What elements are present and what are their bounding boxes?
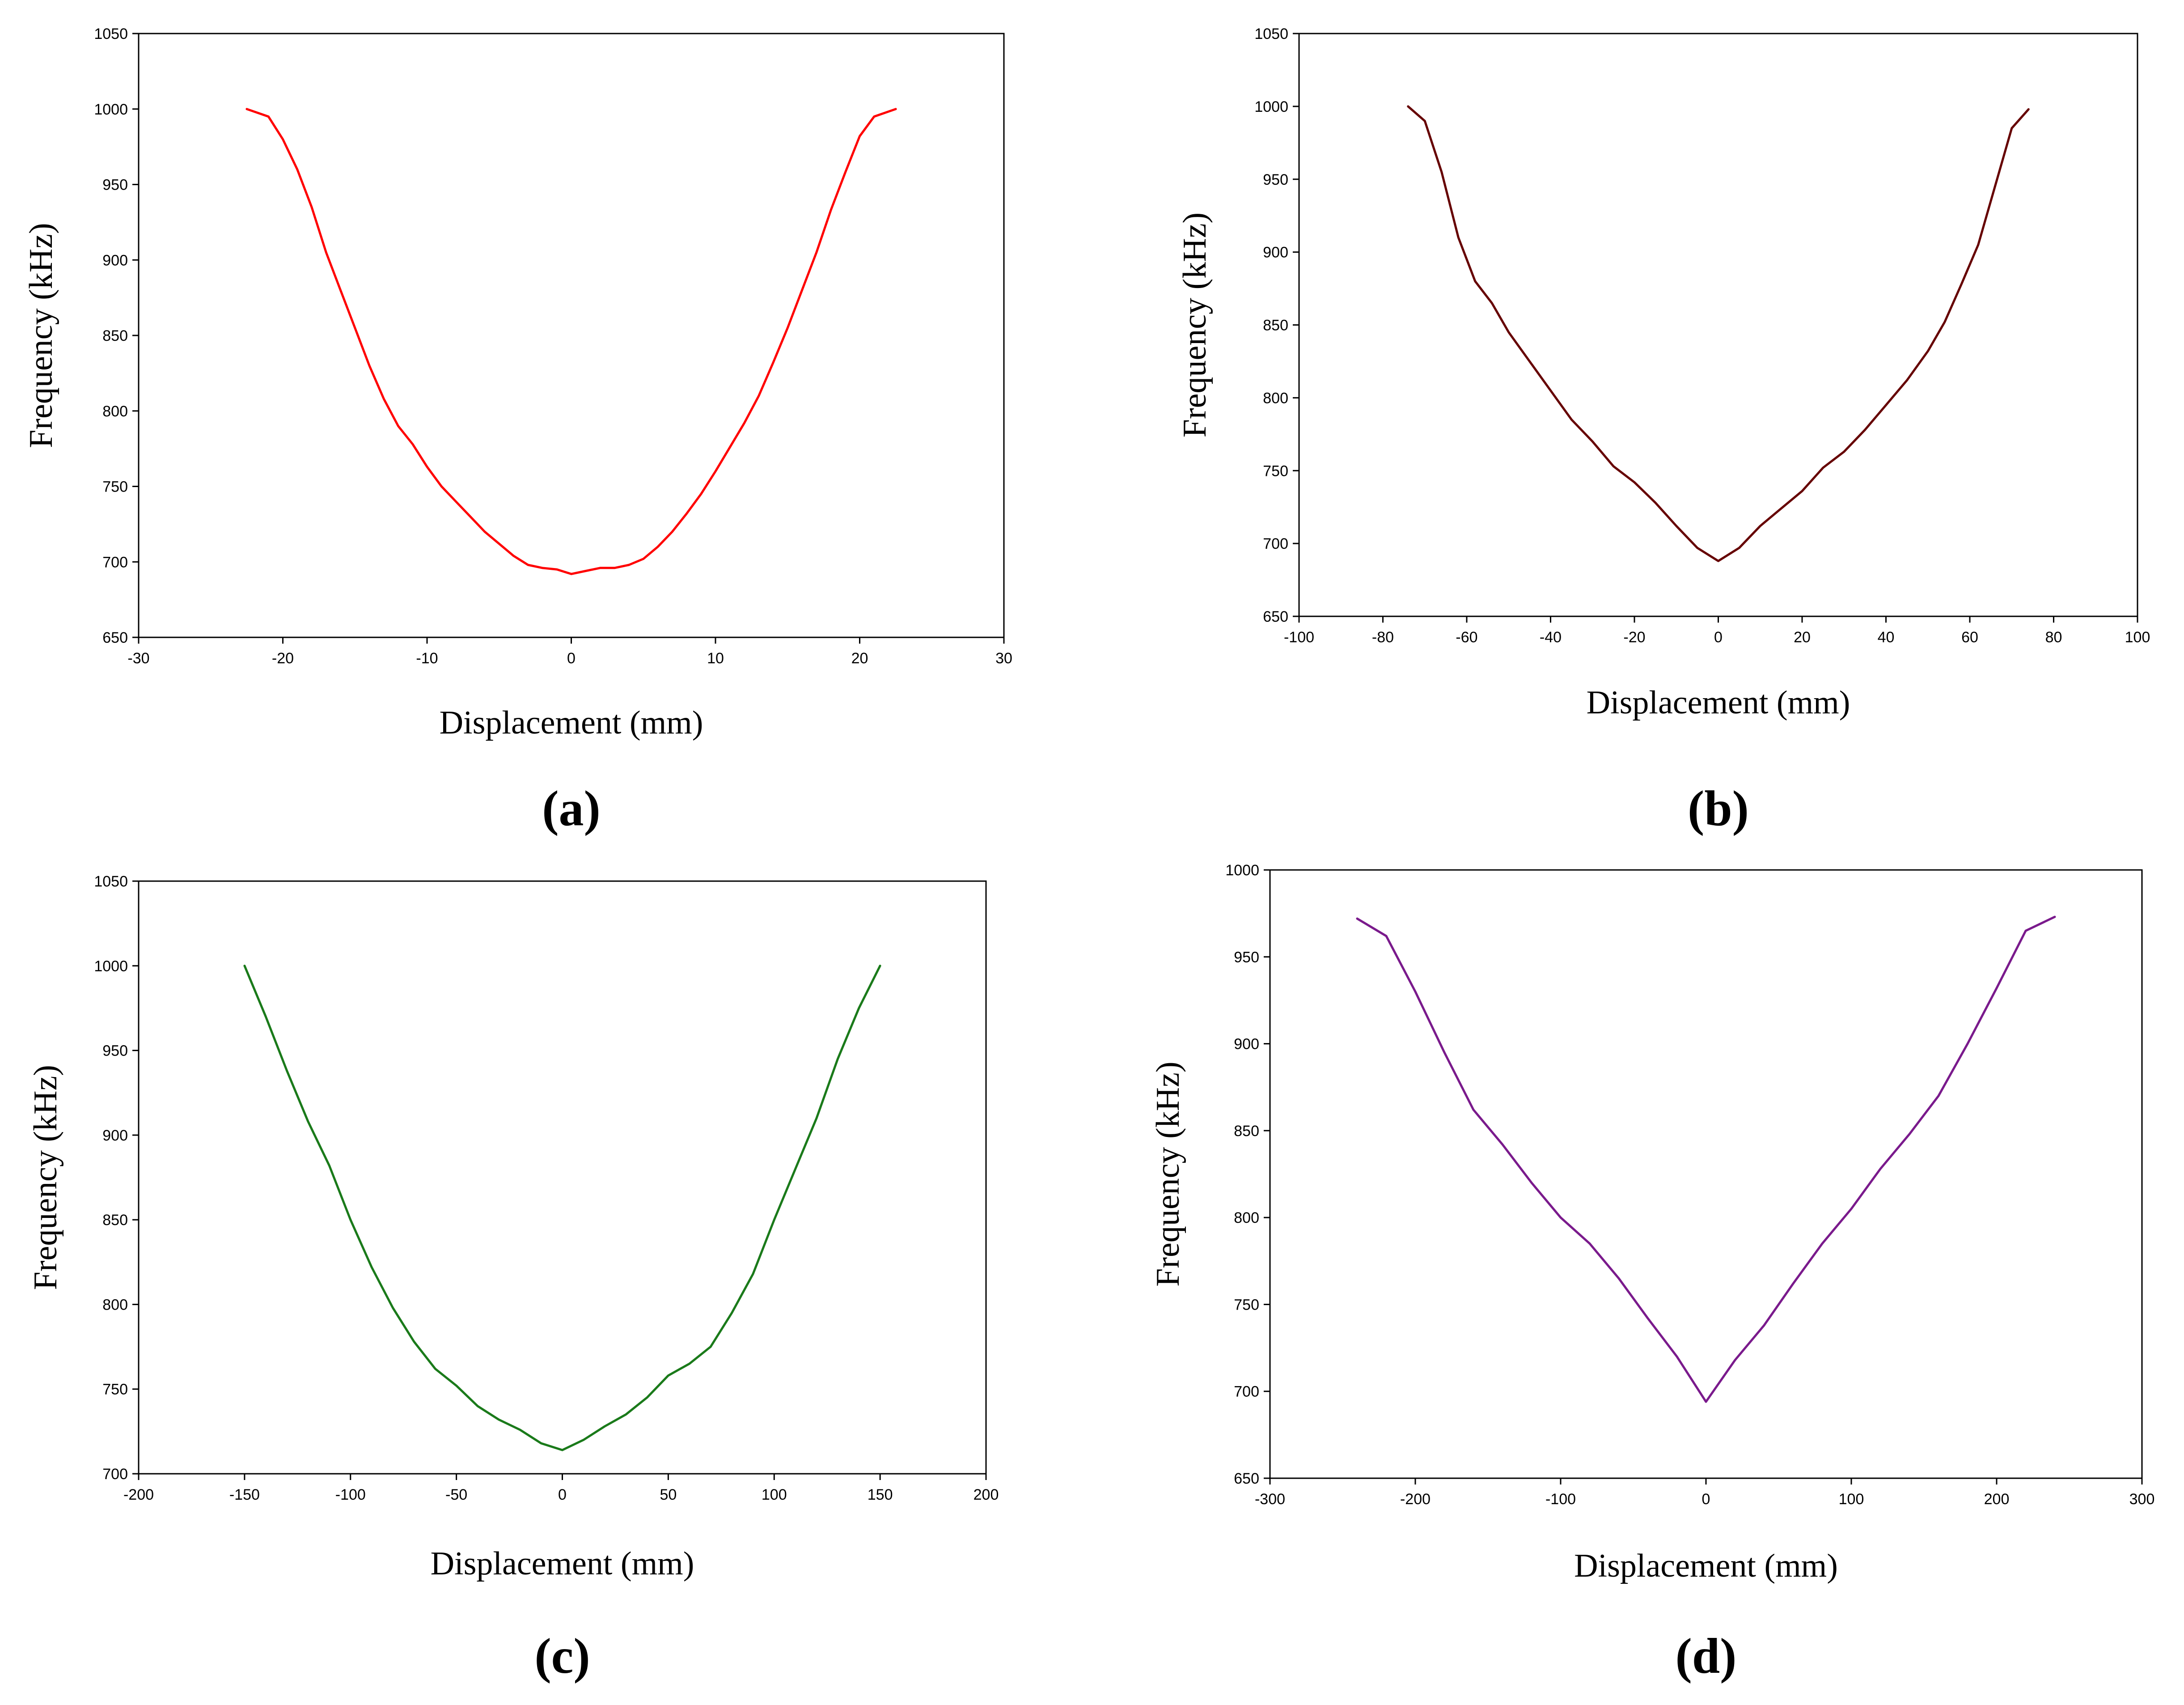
chart-d: 650 700 750 800 850 900 950 1000 -300 -200 -100 0 10…: [1150, 862, 2154, 1684]
y-axis-title: Frequency (kHz): [1150, 1061, 1186, 1286]
x-tick-label: -20: [272, 650, 294, 667]
y-tick-label: 750: [1234, 1296, 1259, 1313]
x-tick-label: 0: [567, 650, 576, 667]
x-tick-label: -80: [1372, 629, 1394, 646]
y-tick-label: 700: [102, 554, 128, 571]
x-tick-label: -30: [127, 650, 149, 667]
y-axis-title: Frequency (kHz): [23, 223, 59, 448]
y-axis-title: Frequency (kHz): [1177, 212, 1213, 437]
y-tick-label: 700: [102, 1466, 128, 1483]
panel-label: (a): [542, 781, 601, 836]
x-axis-title: Displacement (mm): [431, 1545, 694, 1582]
series-line: [1407, 105, 2030, 562]
x-tick-label: 30: [995, 650, 1012, 667]
y-tick-label: 1050: [94, 873, 128, 890]
x-tick-label: 40: [1878, 629, 1895, 646]
x-tick-label: -200: [123, 1486, 154, 1503]
y-tick-label: 800: [1234, 1209, 1259, 1226]
y-tick-label: 700: [1234, 1383, 1259, 1400]
y-tick-label: 1000: [1225, 862, 1259, 879]
y-tick-label: 900: [1234, 1036, 1259, 1053]
y-tick-label: 800: [102, 403, 128, 420]
x-tick-label: -300: [1255, 1491, 1285, 1508]
x-tick-label: -40: [1540, 629, 1562, 646]
x-tick-label: 60: [1961, 629, 1978, 646]
series-line: [245, 108, 897, 575]
x-tick-label: -60: [1456, 629, 1477, 646]
y-tick-label: 1000: [1254, 98, 1288, 115]
x-tick-label: 20: [851, 650, 868, 667]
x-tick-label: 80: [2045, 629, 2062, 646]
y-tick-label: 800: [102, 1296, 128, 1313]
y-tick-label: 650: [102, 629, 128, 646]
x-tick-label: 200: [1984, 1491, 2010, 1508]
x-axis-title: Displacement (mm): [1587, 684, 1850, 721]
y-tick-label: 950: [1234, 949, 1259, 966]
plot-area: [138, 33, 1005, 638]
y-tick-label: 700: [1263, 535, 1288, 552]
y-tick-label: 900: [102, 252, 128, 269]
x-tick-label: -150: [229, 1486, 260, 1503]
y-tick-label: 900: [1263, 244, 1288, 261]
y-tick-label: 1050: [1254, 25, 1288, 42]
panel-label: (d): [1676, 1629, 1737, 1684]
panel-label: (c): [534, 1629, 590, 1684]
x-tick-label: 0: [1702, 1491, 1710, 1508]
y-tick-label: 850: [102, 327, 128, 344]
x-axis-title: Displacement (mm): [1574, 1548, 1838, 1584]
x-tick-label: 0: [1714, 629, 1723, 646]
y-tick-label: 750: [102, 479, 128, 496]
x-tick-label: 200: [973, 1486, 999, 1503]
x-tick-label: -10: [416, 650, 438, 667]
x-tick-label: 100: [1839, 1491, 1864, 1508]
x-tick-label: 100: [2125, 629, 2150, 646]
series-line: [243, 964, 881, 1451]
x-tick-label: -50: [445, 1486, 467, 1503]
y-tick-label: 650: [1234, 1470, 1259, 1487]
x-tick-label: -100: [1545, 1491, 1576, 1508]
y-tick-label: 850: [102, 1212, 128, 1229]
x-tick-label: 50: [660, 1486, 677, 1503]
x-tick-label: 100: [762, 1486, 787, 1503]
x-tick-label: -20: [1623, 629, 1645, 646]
y-axis-title: Frequency (kHz): [27, 1065, 64, 1290]
x-tick-label: -200: [1400, 1491, 1431, 1508]
x-tick-label: 10: [707, 650, 724, 667]
y-tick-label: 1050: [94, 25, 128, 42]
x-tick-label: 300: [2129, 1491, 2155, 1508]
x-tick-label: -100: [1284, 629, 1314, 646]
y-tick-label: 850: [1263, 317, 1288, 334]
y-tick-label: 800: [1263, 390, 1288, 407]
y-tick-label: 950: [102, 177, 128, 194]
y-tick-label: 950: [1263, 171, 1288, 188]
plot-area: [138, 880, 987, 1475]
y-tick-label: 1000: [94, 101, 128, 118]
x-tick-label: 150: [868, 1486, 893, 1503]
x-tick-label: 20: [1794, 629, 1811, 646]
x-tick-label: 0: [558, 1486, 567, 1503]
chart-a: 650 700 750 800 850 900 950 1000 1050 -30 -20 -10 0 1…: [23, 25, 1012, 836]
panel-label: (b): [1688, 781, 1749, 836]
y-tick-label: 650: [1263, 608, 1288, 625]
y-tick-label: 950: [102, 1043, 128, 1060]
y-tick-label: 750: [102, 1381, 128, 1398]
x-axis-title: Displacement (mm): [440, 704, 703, 741]
y-tick-label: 850: [1234, 1123, 1259, 1140]
x-tick-label: -100: [335, 1486, 366, 1503]
y-tick-label: 1000: [94, 958, 128, 975]
series-line: [1356, 916, 2056, 1403]
y-tick-label: 900: [102, 1127, 128, 1144]
y-tick-label: 750: [1263, 462, 1288, 479]
